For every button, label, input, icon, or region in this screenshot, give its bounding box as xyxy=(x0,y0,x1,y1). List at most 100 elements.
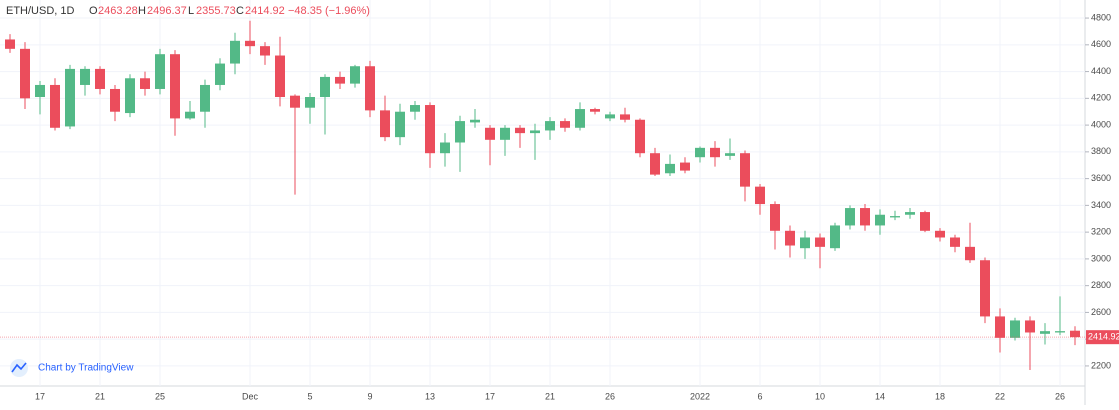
candle-body xyxy=(1070,330,1080,338)
candle-body xyxy=(950,237,960,247)
last-price-tag xyxy=(1086,330,1119,345)
candle-body xyxy=(890,216,900,218)
candle-body xyxy=(470,119,480,123)
y-tick-label: 3800 xyxy=(1091,146,1111,156)
candle-body xyxy=(500,127,510,140)
candle-body xyxy=(20,48,30,99)
high-label: H xyxy=(138,5,146,17)
candle-body xyxy=(695,147,705,158)
candle-body xyxy=(635,119,645,154)
candle-body xyxy=(1010,320,1020,338)
candle-body xyxy=(290,95,300,108)
candle-body xyxy=(275,55,285,98)
x-tick-label: 9 xyxy=(367,391,372,401)
x-tick-label: 21 xyxy=(545,391,555,401)
candle-body xyxy=(425,105,435,154)
candle-body xyxy=(1025,320,1035,333)
y-tick-label: 2800 xyxy=(1091,280,1111,290)
y-tick-label: 2600 xyxy=(1091,307,1111,317)
candle-body xyxy=(320,76,330,98)
candle-body xyxy=(650,153,660,175)
candle-body xyxy=(965,246,975,261)
candle-body xyxy=(605,114,615,119)
candle-body xyxy=(515,127,525,134)
candle-body xyxy=(80,68,90,85)
candle-body xyxy=(110,88,120,112)
candle-body xyxy=(455,121,465,143)
attribution: Chart by TradingView xyxy=(38,363,134,374)
candle-body xyxy=(905,212,915,215)
candle-body xyxy=(5,39,15,49)
candle-body xyxy=(920,212,930,231)
candle-body xyxy=(665,163,675,174)
close-value: 2414.92 xyxy=(245,5,285,17)
y-tick-label: 4200 xyxy=(1091,93,1111,103)
x-tick-label: 17 xyxy=(485,391,495,401)
candle-body xyxy=(350,66,360,84)
candle-body xyxy=(50,84,60,128)
low-value: 2355.73 xyxy=(196,5,236,17)
x-tick-label: 22 xyxy=(995,391,1005,401)
y-tick-label: 2200 xyxy=(1091,360,1111,370)
open-value: 2463.28 xyxy=(98,5,138,17)
candle-body xyxy=(1055,331,1065,333)
candle-body xyxy=(260,46,270,56)
x-tick-label: 5 xyxy=(307,391,312,401)
x-tick-label: 6 xyxy=(757,391,762,401)
candle-body xyxy=(530,130,540,134)
candle-body xyxy=(725,153,735,156)
x-tick-label: Dec xyxy=(242,391,259,401)
x-tick-label: 17 xyxy=(35,391,45,401)
candle-body xyxy=(365,66,375,111)
high-value: 2496.37 xyxy=(147,5,187,17)
candle-body xyxy=(1040,331,1050,334)
candle-body xyxy=(380,110,390,138)
candle-body xyxy=(125,78,135,114)
y-tick-label: 3200 xyxy=(1091,227,1111,237)
candle-body xyxy=(755,186,765,205)
y-tick-label: 4000 xyxy=(1091,119,1111,129)
candle-body xyxy=(410,105,420,112)
candle-body xyxy=(170,54,180,119)
x-tick-label: 26 xyxy=(1055,391,1065,401)
x-tick-label: 25 xyxy=(155,391,165,401)
candle-body xyxy=(800,237,810,249)
candle-body xyxy=(830,225,840,249)
candle-body xyxy=(740,153,750,187)
x-tick-label: 26 xyxy=(605,391,615,401)
change: −48.35 (−1.96%) xyxy=(288,5,370,17)
symbol: ETH/USD, 1D xyxy=(6,5,75,17)
candle-body xyxy=(305,97,315,108)
candle-body xyxy=(860,208,870,226)
candle-body xyxy=(140,78,150,89)
candle-body xyxy=(845,208,855,226)
x-tick-label: 2022 xyxy=(690,391,710,401)
candle-body xyxy=(815,237,825,247)
candle-body xyxy=(65,68,75,127)
candle-body xyxy=(485,127,495,140)
candle-body xyxy=(155,54,165,89)
candle-body xyxy=(575,109,585,128)
candle-body xyxy=(680,162,690,171)
x-tick-label: 13 xyxy=(425,391,435,401)
candle-body xyxy=(335,76,345,84)
candle-body xyxy=(590,109,600,112)
x-tick-label: 21 xyxy=(95,391,105,401)
candle-body xyxy=(935,230,945,238)
open-label: O xyxy=(89,5,98,17)
candle-body xyxy=(35,84,45,98)
candle-body xyxy=(185,111,195,119)
candle-body xyxy=(770,204,780,231)
tradingview-logo xyxy=(10,359,28,377)
last-price-label: 2414.92 xyxy=(1088,332,1119,342)
x-tick-label: 18 xyxy=(935,391,945,401)
candle-body xyxy=(875,214,885,226)
candle-body xyxy=(560,121,570,128)
y-tick-label: 4600 xyxy=(1091,39,1111,49)
candle-body xyxy=(95,68,105,89)
candle-body xyxy=(620,114,630,120)
close-label: C xyxy=(236,5,244,17)
